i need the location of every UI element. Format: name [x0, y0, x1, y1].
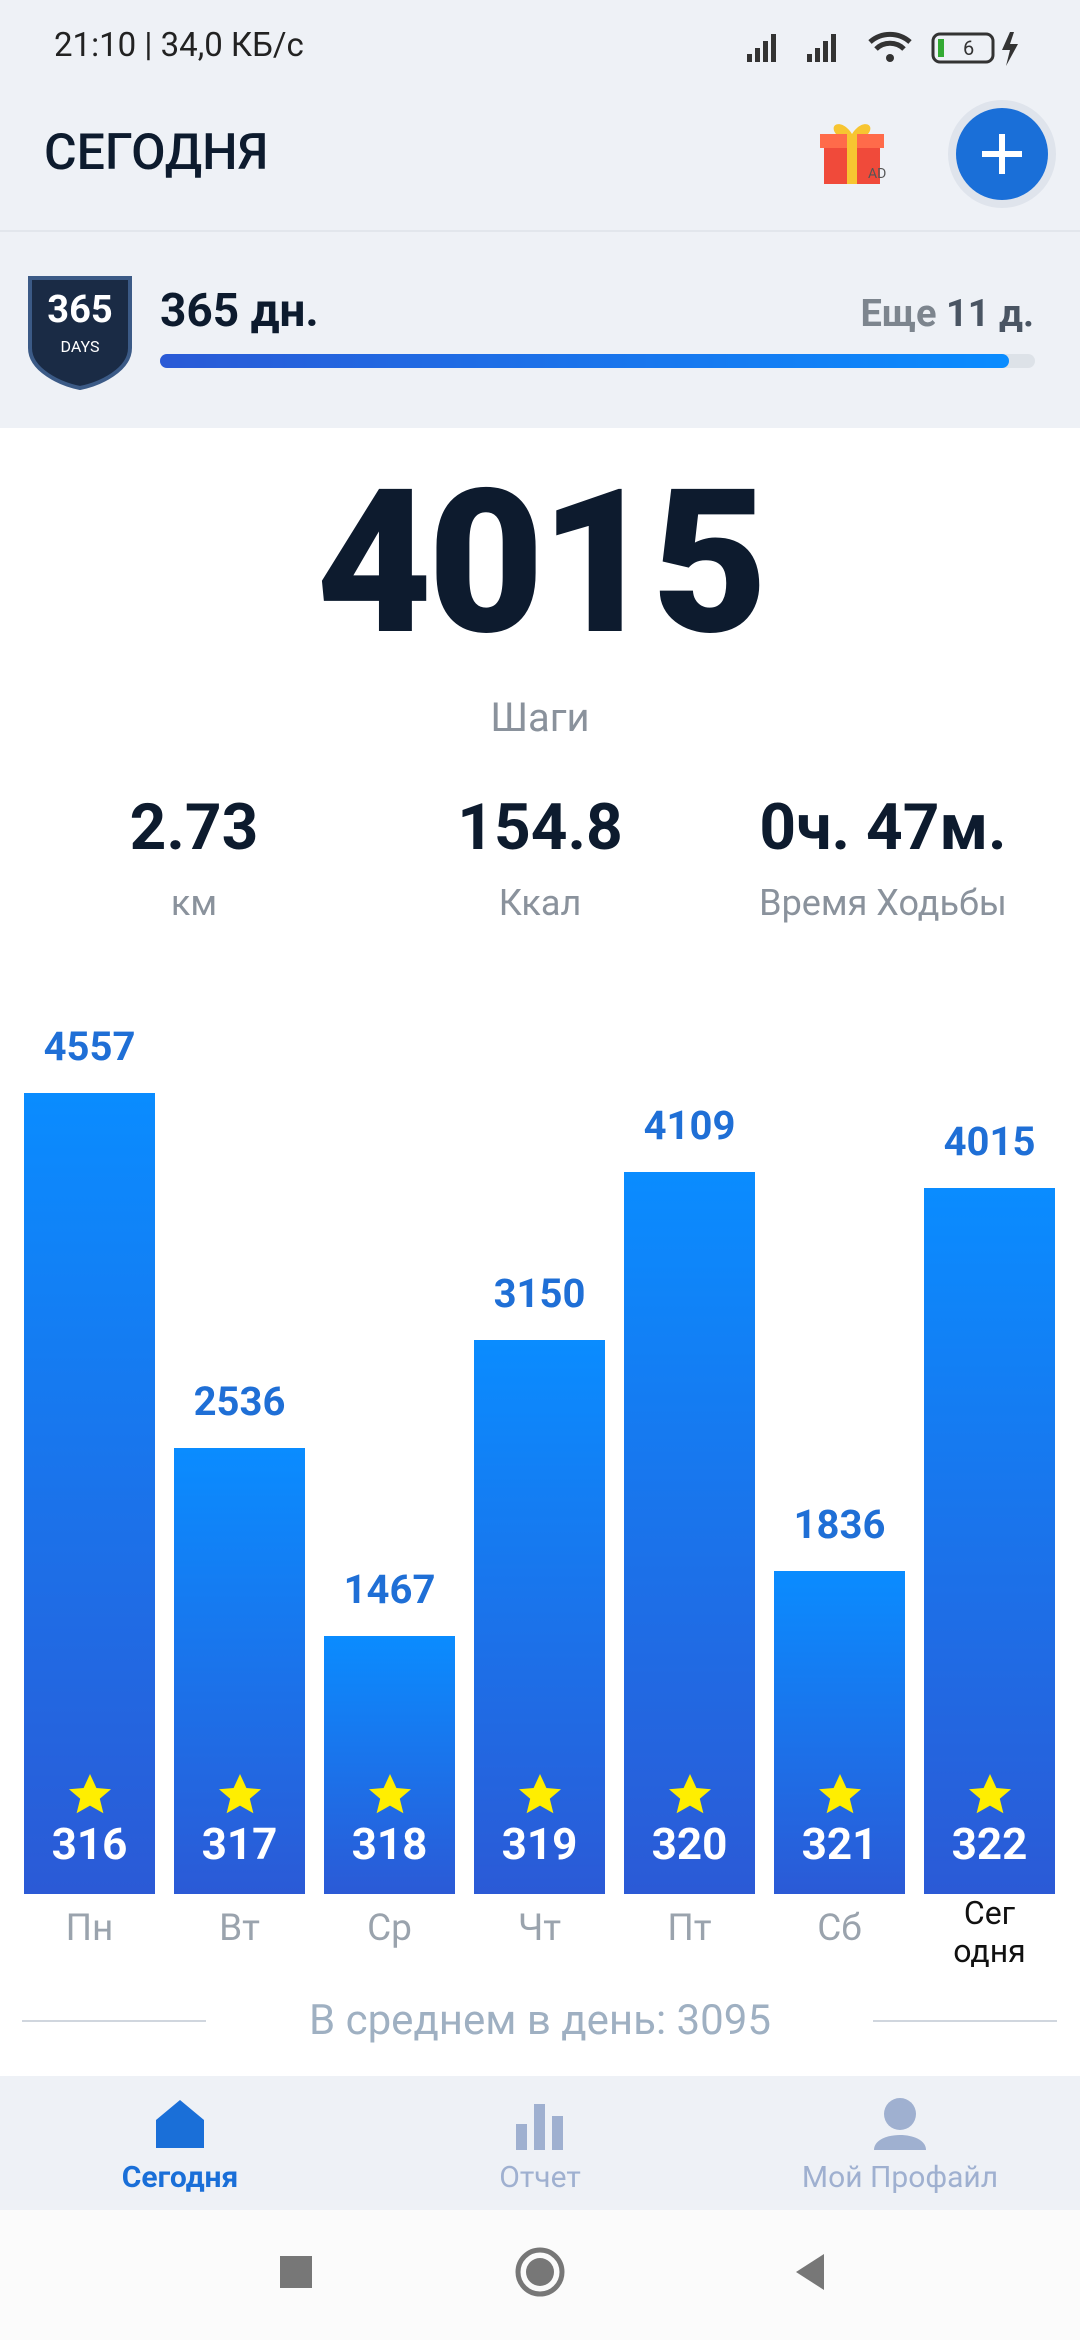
average-value: 3095	[676, 1996, 771, 2045]
day-number: 318	[351, 1818, 428, 1870]
streak-label: 365 дн.	[160, 284, 319, 338]
day-number: 316	[51, 1818, 128, 1870]
day-number: 322	[951, 1818, 1028, 1870]
back-button[interactable]	[796, 2254, 824, 2290]
bar[interactable]	[174, 1448, 305, 1894]
star	[816, 1772, 864, 1820]
home-button[interactable]	[515, 2247, 565, 2297]
bar-value-label: 1836	[793, 1501, 886, 1549]
progress-fill	[160, 354, 1009, 368]
divider	[22, 2020, 206, 2022]
profile-icon[interactable]	[874, 2098, 926, 2150]
separator	[0, 230, 1080, 232]
nav-label[interactable]: Отчет	[499, 2160, 581, 2195]
bar[interactable]	[24, 1093, 155, 1894]
bar-value-label: 4109	[643, 1101, 736, 1149]
star	[66, 1772, 114, 1820]
average-label: В среднем в день:	[309, 1996, 667, 2045]
star	[966, 1772, 1014, 1820]
star	[516, 1772, 564, 1820]
x-tick-label: Сб	[817, 1907, 862, 1950]
system-buttons	[280, 2247, 824, 2297]
bar-value-label: 2536	[193, 1378, 286, 1426]
battery-level: 6	[963, 36, 974, 60]
bar[interactable]	[624, 1171, 755, 1894]
x-tick-label: Чт	[517, 1907, 562, 1950]
average: В среднем в день: 3095	[309, 1996, 771, 2045]
report-icon[interactable]	[516, 2104, 563, 2150]
gift-icon[interactable]: AD	[818, 118, 888, 188]
star	[666, 1772, 714, 1820]
stat-label: Время Ходьбы	[759, 882, 1007, 924]
bar[interactable]	[324, 1636, 455, 1894]
stat-value: 2.73	[129, 790, 259, 865]
streak-badge: 365 DAYS	[28, 276, 132, 390]
nav-icons	[156, 2098, 926, 2150]
bar[interactable]	[774, 1571, 905, 1894]
steps-label: Шаги	[490, 694, 590, 741]
bar-value-label: 4015	[943, 1118, 1036, 1166]
star	[366, 1772, 414, 1820]
x-tick-label: Вт	[219, 1907, 260, 1950]
nav-label[interactable]: Сегодня	[121, 2160, 239, 2195]
remaining-prefix: Еще	[860, 292, 937, 336]
bar-value-label: 3150	[493, 1270, 586, 1318]
recent-button[interactable]	[280, 2256, 312, 2288]
stat-value: 154.8	[457, 790, 623, 865]
home-icon[interactable]	[156, 2100, 204, 2148]
page-title: СЕГОДНЯ	[44, 124, 269, 182]
bar-value-label: 1467	[343, 1566, 436, 1614]
badge-number: 365	[47, 288, 112, 332]
day-number: 319	[501, 1818, 578, 1870]
badge-text: DAYS	[60, 337, 99, 356]
x-tick-label: Сег одня	[953, 1894, 1026, 1970]
stat-value: 0ч. 47м.	[759, 790, 1007, 865]
x-tick-label: Пн	[65, 1907, 114, 1950]
steps-count: 4015	[316, 445, 768, 680]
day-number: 321	[801, 1818, 878, 1870]
day-number: 317	[201, 1818, 278, 1870]
remaining-days: 11 д.	[945, 292, 1034, 336]
status-time: 21:10 | 34,0 КБ/с	[54, 26, 304, 65]
progress-track	[160, 354, 1035, 368]
status-icons: 6	[747, 31, 1018, 66]
streak-remaining: Еще 11 д.	[860, 292, 1034, 336]
nav-label[interactable]: Мой Профайл	[801, 2160, 999, 2195]
stat-label: км	[170, 882, 218, 924]
stat-label: Ккал	[498, 882, 582, 924]
star	[216, 1772, 264, 1820]
add-button[interactable]	[946, 98, 1058, 210]
gift-badge: AD	[868, 166, 886, 182]
bar-value-label: 4557	[43, 1023, 136, 1070]
x-tick-label: Ср	[367, 1907, 412, 1950]
day-number: 320	[651, 1818, 728, 1870]
divider	[873, 2020, 1057, 2022]
x-tick-label: Пт	[667, 1907, 712, 1950]
